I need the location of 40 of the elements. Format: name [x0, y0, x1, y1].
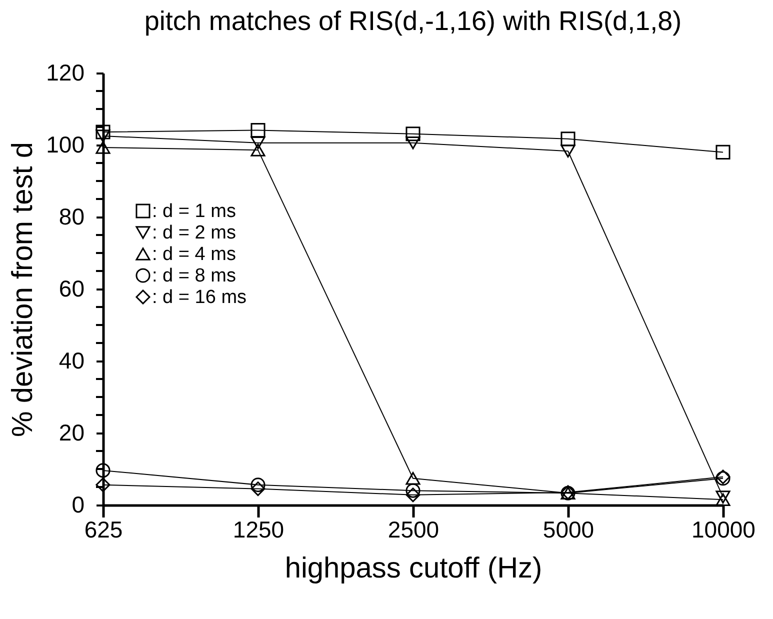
- point: [250, 136, 266, 150]
- y-tick-label: 60: [58, 276, 84, 302]
- x-axis-title: highpass cutoff (Hz): [284, 552, 542, 584]
- point: [250, 144, 266, 156]
- point: [716, 490, 730, 504]
- point: [250, 482, 266, 496]
- y-tick-label: 120: [46, 60, 84, 86]
- point: [406, 488, 420, 502]
- y-axis-title: % deviation from test d: [7, 142, 40, 437]
- point: [96, 478, 110, 492]
- point: [96, 124, 110, 140]
- point: [250, 478, 266, 492]
- legend-label: : d = 8 ms: [152, 266, 236, 286]
- point: [716, 144, 730, 160]
- x-tick-label: 5000: [542, 516, 594, 542]
- point: [96, 130, 110, 142]
- y-tick-label: 40: [58, 348, 84, 374]
- point: [96, 463, 110, 478]
- point: [406, 472, 420, 485]
- point: [250, 122, 266, 138]
- y-tick-label: 80: [58, 204, 84, 230]
- point: [560, 144, 576, 158]
- legend-label: : d = 1 ms: [152, 201, 236, 222]
- point: [560, 132, 576, 146]
- y-tick-label: 100: [46, 132, 84, 158]
- point: [406, 126, 420, 142]
- chart-title: pitch matches of RIS(d,-1,16) with RIS(d,1,8): [144, 6, 682, 36]
- legend-label: : d = 16 ms: [152, 287, 247, 308]
- legend-label: : d = 2 ms: [152, 222, 236, 244]
- point: [406, 136, 420, 150]
- x-tick-label: 625: [84, 516, 123, 542]
- x-tick-label: 1250: [232, 516, 284, 542]
- x-tick-label: 2500: [388, 516, 440, 542]
- point: [716, 493, 730, 506]
- x-tick-label: 10000: [692, 516, 756, 542]
- point: [96, 141, 110, 154]
- y-tick-label: 20: [58, 420, 84, 446]
- y-tick-label: 0: [72, 492, 84, 518]
- point: [406, 483, 420, 498]
- legend-label: : d = 4 ms: [152, 244, 236, 265]
